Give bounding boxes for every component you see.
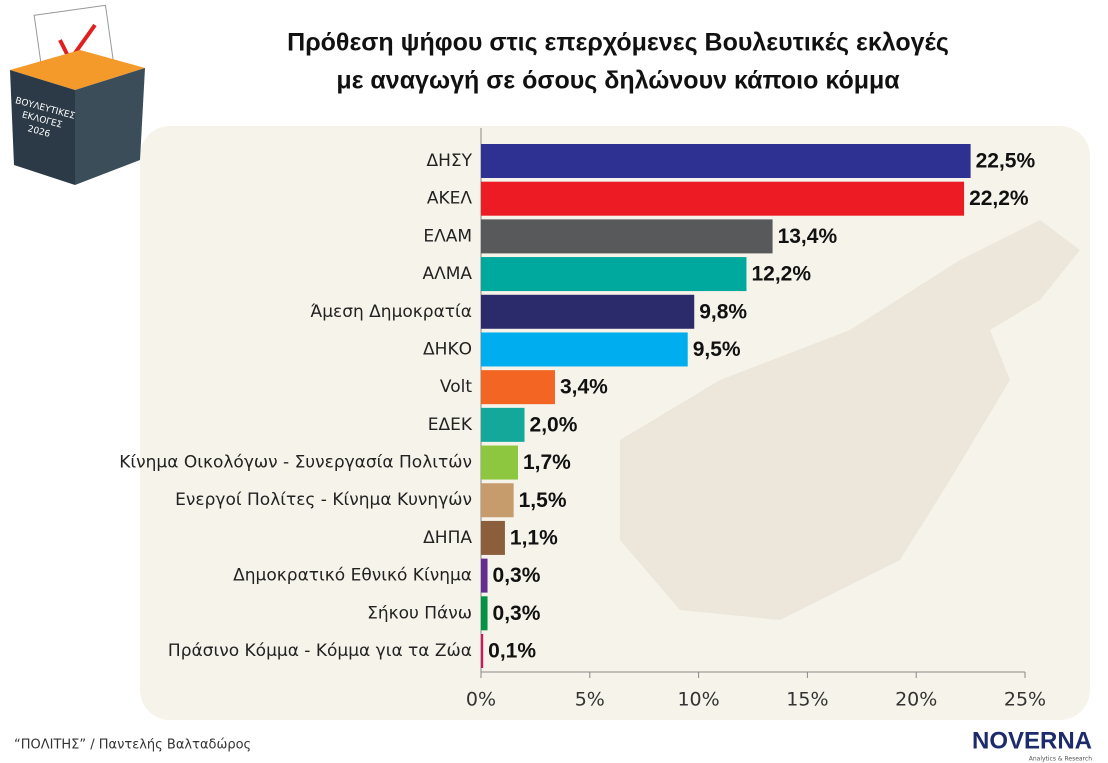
bar [481,634,484,668]
map-silhouette [620,220,1080,620]
y-tick-label: ΕΛΑΜ [423,226,472,246]
chart-title: με αναγωγή σε όσους δηλώνουν κάποιο κόμμ… [336,67,900,95]
y-tick-label: Κίνημα Οικολόγων - Συνεργασία Πολιτών [119,453,472,473]
box-top [10,50,145,90]
source: “ΠΟΛΙΤΗΣ” / Παντελής Βαλταδώρος [14,738,251,753]
value-label: 9,8% [699,300,747,323]
y-tick-label: ΑΚΕΛ [427,189,473,209]
bar [481,219,773,254]
chart-title: Πρόθεση ψήφου στις επερχόμενες Βουλευτικ… [287,29,949,57]
y-tick-label: Δημοκρατικό Εθνικό Κίνημα [233,566,472,586]
bar [481,520,505,555]
value-label: 2,0% [530,413,578,436]
x-tick-label: 0% [466,689,496,711]
x-tick-label: 10% [677,689,719,711]
bar [481,332,688,367]
y-tick-label: Άμεση Δημοκρατία [310,302,472,322]
value-label: 22,5% [976,150,1036,173]
value-label: 0,3% [493,602,541,625]
y-tick-label: Σήκου Πάνω [367,603,472,623]
value-label: 12,2% [751,263,811,286]
x-tick-label: 5% [575,689,605,711]
logo-tagline: Analytics & Research [1029,756,1092,763]
box-side [75,68,145,185]
y-tick-label: Πράσινο Κόμμα - Κόμμα για τα Ζώα [168,641,472,661]
y-tick-label: ΔΗΠΑ [423,528,472,548]
bar [481,445,518,480]
box-front [10,70,75,185]
bar [481,483,514,518]
x-tick-label: 25% [1004,689,1046,711]
bar [481,144,971,178]
bar [481,181,965,216]
bar [481,294,695,329]
y-tick-label: ΔΗΚΟ [423,339,472,359]
value-label: 9,5% [693,338,741,361]
value-label: 13,4% [778,225,838,248]
value-label: 0,1% [488,640,536,663]
y-tick-label: ΔΗΣΥ [426,151,472,171]
value-label: 1,1% [510,526,558,549]
bar [481,370,555,405]
ballot-box: ΒΟΥΛΕΥΤΙΚΕΣ ΕΚΛΟΓΕΣ 2026 [10,4,145,185]
bar [481,596,488,631]
y-tick-label: Volt [440,377,472,397]
x-tick-label: 20% [895,689,937,711]
y-tick-label: ΕΔΕΚ [428,415,473,435]
value-label: 22,2% [969,187,1029,210]
bar [481,407,525,442]
value-label: 0,3% [493,564,541,587]
y-tick-label: ΑΛΜΑ [422,264,472,284]
bar [481,558,488,593]
value-label: 1,7% [523,451,571,474]
y-tick-label: Ενεργοί Πολίτες - Κίνημα Κυνηγών [175,490,472,510]
x-tick-label: 15% [786,689,828,711]
value-label: 1,5% [519,489,567,512]
value-label: 3,4% [560,376,608,399]
logo: NOVERNA [972,727,1092,754]
bar [481,257,747,292]
